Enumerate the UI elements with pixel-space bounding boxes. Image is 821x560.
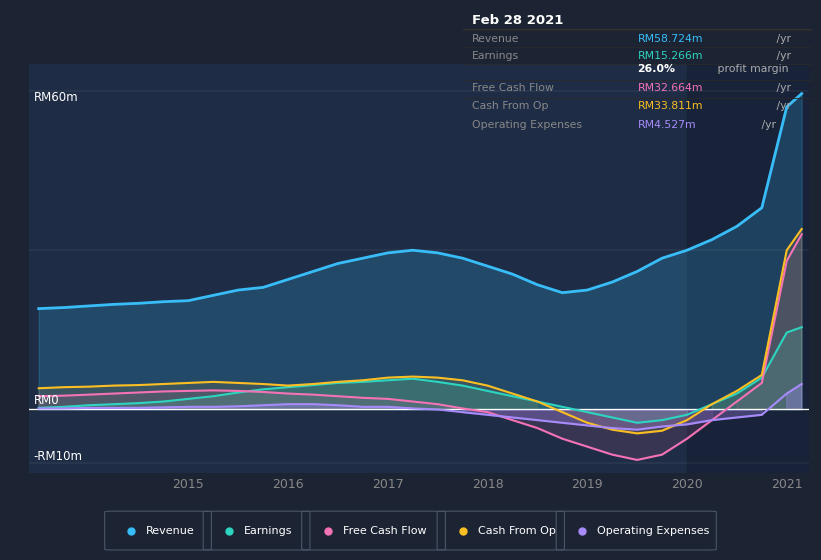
Bar [687, 64, 809, 473]
Text: 2019: 2019 [571, 478, 603, 491]
Text: Free Cash Flow: Free Cash Flow [343, 526, 426, 535]
Text: Cash From Op: Cash From Op [478, 526, 556, 535]
Text: profit margin: profit margin [714, 64, 789, 74]
Text: /yr: /yr [773, 83, 791, 93]
Text: RM15.266m: RM15.266m [638, 50, 703, 60]
Text: RM0: RM0 [34, 394, 59, 407]
Text: RM58.724m: RM58.724m [638, 34, 703, 44]
Text: /yr: /yr [773, 101, 791, 111]
Text: 2016: 2016 [273, 478, 304, 491]
Text: Feb 28 2021: Feb 28 2021 [472, 13, 563, 26]
Text: -RM10m: -RM10m [34, 450, 83, 463]
Text: 26.0%: 26.0% [638, 64, 676, 74]
Text: Operating Expenses: Operating Expenses [598, 526, 709, 535]
Text: /yr: /yr [773, 50, 791, 60]
Text: 2021: 2021 [771, 478, 803, 491]
Text: Operating Expenses: Operating Expenses [472, 120, 582, 130]
Text: RM60m: RM60m [34, 91, 78, 104]
Text: 2018: 2018 [471, 478, 503, 491]
Text: Earnings: Earnings [245, 526, 293, 535]
Text: /yr: /yr [759, 120, 776, 130]
Text: Earnings: Earnings [472, 50, 519, 60]
Text: 2015: 2015 [172, 478, 204, 491]
Text: Cash From Op: Cash From Op [472, 101, 548, 111]
Text: Revenue: Revenue [472, 34, 519, 44]
Text: Free Cash Flow: Free Cash Flow [472, 83, 553, 93]
Text: /yr: /yr [773, 34, 791, 44]
Text: 2017: 2017 [372, 478, 404, 491]
Text: Revenue: Revenue [145, 526, 195, 535]
Text: RM4.527m: RM4.527m [638, 120, 696, 130]
Text: RM32.664m: RM32.664m [638, 83, 703, 93]
Text: 2020: 2020 [671, 478, 703, 491]
Text: RM33.811m: RM33.811m [638, 101, 703, 111]
